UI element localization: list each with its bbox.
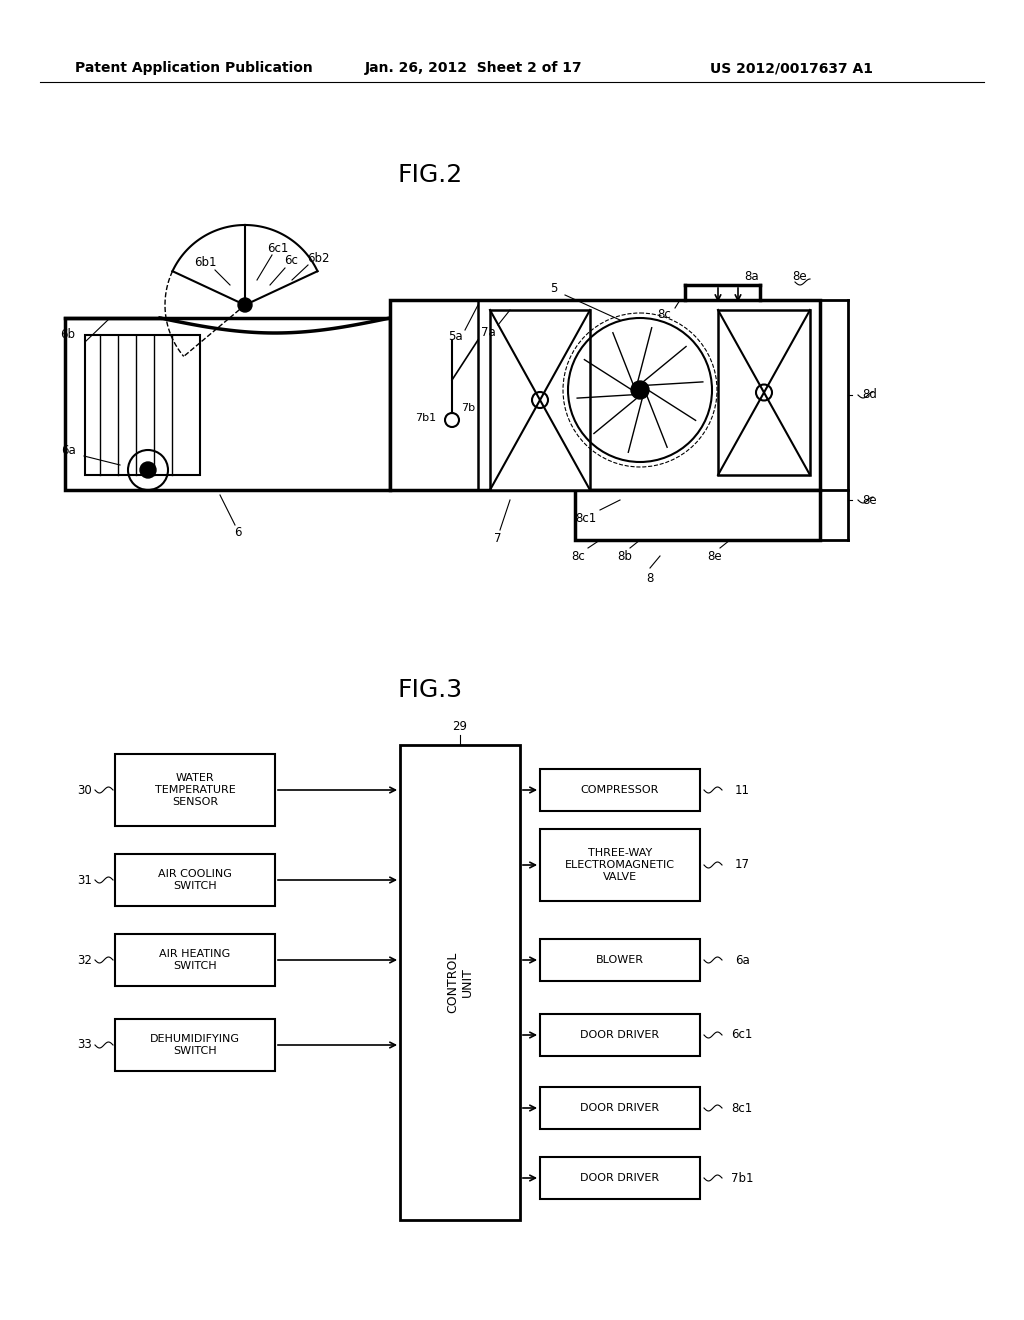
Text: 29: 29 — [453, 721, 468, 734]
Circle shape — [140, 462, 156, 478]
Text: 30: 30 — [78, 784, 92, 796]
Text: Patent Application Publication: Patent Application Publication — [75, 61, 312, 75]
Bar — [540, 939, 700, 981]
Text: 6b1: 6b1 — [194, 256, 216, 268]
Text: 31: 31 — [78, 874, 92, 887]
Text: CONTROL
UNIT: CONTROL UNIT — [446, 952, 474, 1014]
Text: 6b: 6b — [60, 329, 76, 342]
Text: FIG.2: FIG.2 — [397, 162, 463, 187]
Text: US 2012/0017637 A1: US 2012/0017637 A1 — [710, 61, 873, 75]
Bar — [490, 310, 590, 490]
Text: AIR HEATING
SWITCH: AIR HEATING SWITCH — [160, 949, 230, 970]
Text: 17: 17 — [734, 858, 750, 871]
Text: 6c1: 6c1 — [731, 1028, 753, 1041]
Text: COMPRESSOR: COMPRESSOR — [581, 785, 659, 795]
Circle shape — [238, 298, 252, 312]
Text: 6c: 6c — [284, 255, 298, 268]
Text: 5: 5 — [550, 281, 558, 294]
Text: AIR COOLING
SWITCH: AIR COOLING SWITCH — [158, 869, 232, 891]
Text: DOOR DRIVER: DOOR DRIVER — [581, 1104, 659, 1113]
Text: 6a: 6a — [734, 953, 750, 966]
Text: 32: 32 — [78, 953, 92, 966]
Text: 8e: 8e — [862, 494, 878, 507]
Bar — [540, 829, 700, 902]
Bar — [718, 310, 810, 475]
Text: DOOR DRIVER: DOOR DRIVER — [581, 1173, 659, 1183]
Text: 7a: 7a — [480, 326, 496, 338]
Text: 7b: 7b — [461, 403, 475, 413]
Text: 5a: 5a — [447, 330, 462, 342]
Text: 6: 6 — [234, 525, 242, 539]
Bar — [540, 1086, 700, 1129]
Text: Jan. 26, 2012  Sheet 2 of 17: Jan. 26, 2012 Sheet 2 of 17 — [365, 61, 583, 75]
Text: DOOR DRIVER: DOOR DRIVER — [581, 1030, 659, 1040]
Text: 7: 7 — [495, 532, 502, 544]
Text: 8a: 8a — [744, 269, 760, 282]
Bar — [115, 1019, 275, 1071]
Bar — [540, 1014, 700, 1056]
Text: 8c1: 8c1 — [731, 1101, 753, 1114]
Text: WATER
TEMPERATURE
SENSOR: WATER TEMPERATURE SENSOR — [155, 774, 236, 807]
Bar — [575, 490, 820, 540]
Text: 8c: 8c — [571, 549, 585, 562]
Text: 33: 33 — [78, 1039, 92, 1052]
Text: 8c: 8c — [657, 308, 671, 321]
Bar — [400, 744, 520, 1220]
Bar — [390, 300, 820, 490]
Bar — [540, 770, 700, 810]
Text: 11: 11 — [734, 784, 750, 796]
Text: 8e: 8e — [793, 269, 807, 282]
Text: 8d: 8d — [862, 388, 878, 401]
Text: 6c1: 6c1 — [267, 242, 289, 255]
Text: 8b: 8b — [617, 549, 633, 562]
Text: 7b1: 7b1 — [731, 1172, 754, 1184]
Text: 6b2: 6b2 — [307, 252, 330, 264]
Circle shape — [631, 381, 649, 399]
Text: 7b1: 7b1 — [415, 413, 436, 422]
Text: BLOWER: BLOWER — [596, 954, 644, 965]
Bar — [115, 754, 275, 826]
Text: 8c1: 8c1 — [575, 511, 597, 524]
Bar — [115, 854, 275, 906]
Text: 8e: 8e — [708, 549, 722, 562]
Bar — [65, 318, 390, 490]
Text: THREE-WAY
ELECTROMAGNETIC
VALVE: THREE-WAY ELECTROMAGNETIC VALVE — [565, 849, 675, 882]
Text: 8: 8 — [646, 572, 653, 585]
Text: 6a: 6a — [60, 444, 76, 457]
Bar — [540, 1158, 700, 1199]
Bar — [85, 335, 200, 475]
Text: DEHUMIDIFYING
SWITCH: DEHUMIDIFYING SWITCH — [150, 1034, 240, 1056]
Text: FIG.3: FIG.3 — [397, 678, 463, 702]
Bar — [115, 935, 275, 986]
